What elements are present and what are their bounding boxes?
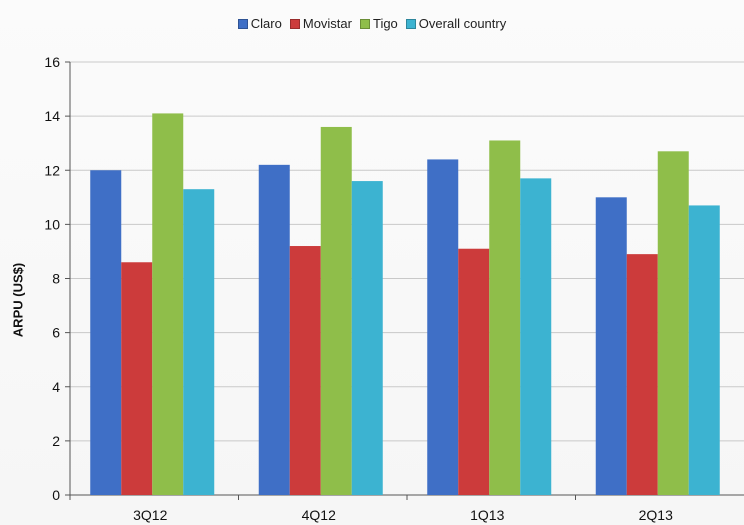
bar — [489, 140, 521, 495]
bar — [289, 246, 321, 495]
y-tick-label: 0 — [52, 487, 60, 503]
bar — [427, 159, 459, 496]
bar — [152, 113, 184, 495]
y-tick-label: 16 — [44, 54, 60, 70]
bar — [90, 170, 122, 495]
bar — [595, 197, 627, 495]
y-tick-label: 8 — [52, 271, 60, 287]
legend-entry: Overall country — [405, 16, 507, 31]
bar — [626, 254, 658, 495]
x-tick-label: 4Q12 — [302, 507, 336, 523]
legend: Claro Movistar Tigo Overall country — [0, 16, 744, 32]
x-tick-label: 2Q13 — [639, 507, 673, 523]
x-tick-label: 1Q13 — [470, 507, 504, 523]
bar — [688, 205, 720, 495]
bar — [258, 164, 290, 495]
legend-entry: Claro — [237, 16, 282, 31]
bar — [121, 262, 153, 495]
legend-label: Overall country — [418, 16, 507, 31]
legend-swatch — [237, 18, 248, 29]
bar — [320, 126, 352, 495]
bar — [183, 189, 215, 495]
legend-label: Claro — [250, 16, 282, 31]
bar — [657, 151, 689, 495]
legend-entry: Tigo — [359, 16, 398, 31]
legend-swatch — [359, 18, 370, 29]
x-tick-label: 3Q12 — [133, 507, 167, 523]
legend-entry: Movistar — [289, 16, 352, 31]
legend-swatch — [405, 18, 416, 29]
y-tick-label: 4 — [52, 379, 60, 395]
y-tick-label: 6 — [52, 325, 60, 341]
bar — [351, 181, 383, 495]
legend-swatch — [289, 18, 300, 29]
legend-label: Movistar — [302, 16, 352, 31]
y-tick-label: 12 — [44, 162, 60, 178]
y-tick-label: 10 — [44, 216, 60, 232]
bar — [458, 248, 490, 495]
y-tick-label: 2 — [52, 433, 60, 449]
y-tick-label: 14 — [44, 108, 60, 124]
bar — [520, 178, 552, 495]
legend-label: Tigo — [372, 16, 398, 31]
